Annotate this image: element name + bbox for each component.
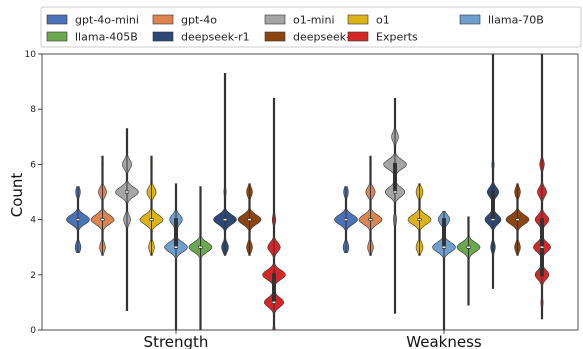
y-axis-label: Count — [8, 173, 26, 218]
y-tick-label: 10 — [25, 50, 37, 60]
legend-swatch — [348, 15, 368, 24]
y-tick-label: 4 — [30, 216, 36, 226]
y-tick-label: 0 — [30, 326, 36, 336]
legend-swatch — [348, 32, 368, 41]
violin-iqr — [393, 163, 397, 194]
x-category-label: Strength — [144, 333, 209, 349]
legend: gpt-4o-mini gpt-4o o1-mini o1 llama-70B llama… — [41, 7, 581, 47]
violin-iqr — [442, 218, 446, 249]
legend-swatch — [265, 32, 285, 41]
legend-label: o1-mini — [293, 14, 335, 27]
legend-swatch — [265, 15, 285, 24]
legend-swatch — [47, 32, 67, 41]
violins — [67, 54, 551, 330]
legend-label: llama-405B — [75, 31, 138, 44]
legend-label: deepseek-r1 — [181, 31, 250, 44]
violin-iqr — [491, 191, 495, 222]
violin-iqr — [174, 218, 178, 249]
x-category-label: Weakness — [406, 333, 482, 349]
legend-label: Experts — [376, 31, 418, 44]
violin-iqr — [272, 273, 276, 304]
y-tick-label: 8 — [30, 105, 36, 115]
legend-swatch — [460, 15, 480, 24]
violin-area — [67, 54, 551, 330]
legend-label: o1 — [376, 14, 390, 27]
legend-label: gpt-4o — [181, 14, 217, 27]
legend-swatch — [153, 32, 173, 41]
legend-swatch — [153, 15, 173, 24]
y-tick-label: 6 — [30, 160, 36, 170]
legend-label: llama-70B — [488, 14, 544, 27]
legend-swatch — [47, 15, 67, 24]
y-tick-label: 2 — [30, 271, 36, 281]
legend-label: gpt-4o-mini — [75, 14, 139, 27]
